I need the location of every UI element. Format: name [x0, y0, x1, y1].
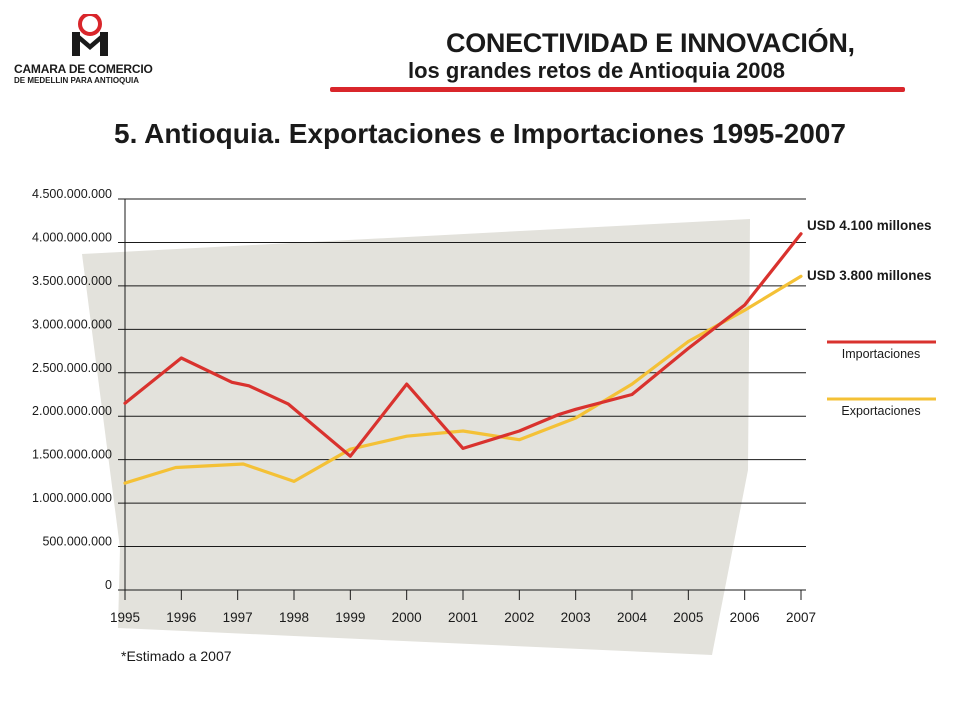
y-tick-label: 1.000.000.000 — [32, 491, 112, 505]
footnote: *Estimado a 2007 — [121, 648, 232, 664]
x-tick-label: 1996 — [166, 610, 196, 625]
header-title-line1: CONECTIVIDAD E INNOVACIÓN, — [446, 28, 855, 58]
x-tick-label: 2003 — [561, 610, 591, 625]
x-tick-label: 2004 — [617, 610, 648, 625]
y-tick-label: 0 — [105, 578, 112, 592]
y-tick-label: 4.500.000.000 — [32, 187, 112, 201]
page-title: 5. Antioquia. Exportaciones e Importacio… — [114, 118, 846, 149]
end-label-importaciones: USD 4.100 millones — [807, 218, 932, 233]
x-tick-label: 2002 — [504, 610, 534, 625]
y-tick-label: 2.500.000.000 — [32, 361, 112, 375]
camara-de-comercio-logo: CAMARA DE COMERCIO DE MEDELLIN PARA ANTI… — [14, 14, 204, 94]
x-tick-label: 1997 — [223, 610, 253, 625]
x-tick-label: 2000 — [392, 610, 422, 625]
end-label-exportaciones: USD 3.800 millones — [807, 268, 932, 283]
y-tick-label: 4.000.000.000 — [32, 230, 112, 244]
x-tick-label: 2005 — [673, 610, 703, 625]
x-tick-label: 2006 — [730, 610, 760, 625]
x-tick-label: 2007 — [786, 610, 816, 625]
x-tick-label: 2001 — [448, 610, 478, 625]
series-line-exportaciones — [123, 274, 803, 485]
x-tick-label: 1999 — [335, 610, 365, 625]
chart-backdrop-panel — [82, 219, 750, 655]
legend-label-exportaciones: Exportaciones — [841, 404, 920, 418]
y-tick-label: 3.500.000.000 — [32, 274, 112, 288]
header-red-rule — [330, 87, 905, 92]
x-tick-label: 1998 — [279, 610, 309, 625]
camara-logo-mark-icon — [72, 14, 108, 56]
y-tick-label: 2.000.000.000 — [32, 404, 112, 418]
x-tick-label: 1995 — [110, 610, 140, 625]
header-title-line2: los grandes retos de Antioquia 2008 — [408, 58, 785, 83]
y-tick-label: 3.000.000.000 — [32, 317, 112, 331]
y-tick-label: 1.500.000.000 — [32, 448, 112, 462]
series-line-importaciones — [123, 232, 803, 458]
legend-label-importaciones: Importaciones — [842, 347, 921, 361]
logo-line1: CAMARA DE COMERCIO — [14, 62, 153, 76]
logo-line2: DE MEDELLIN PARA ANTIOQUIA — [14, 76, 140, 85]
y-tick-label: 500.000.000 — [42, 535, 112, 549]
